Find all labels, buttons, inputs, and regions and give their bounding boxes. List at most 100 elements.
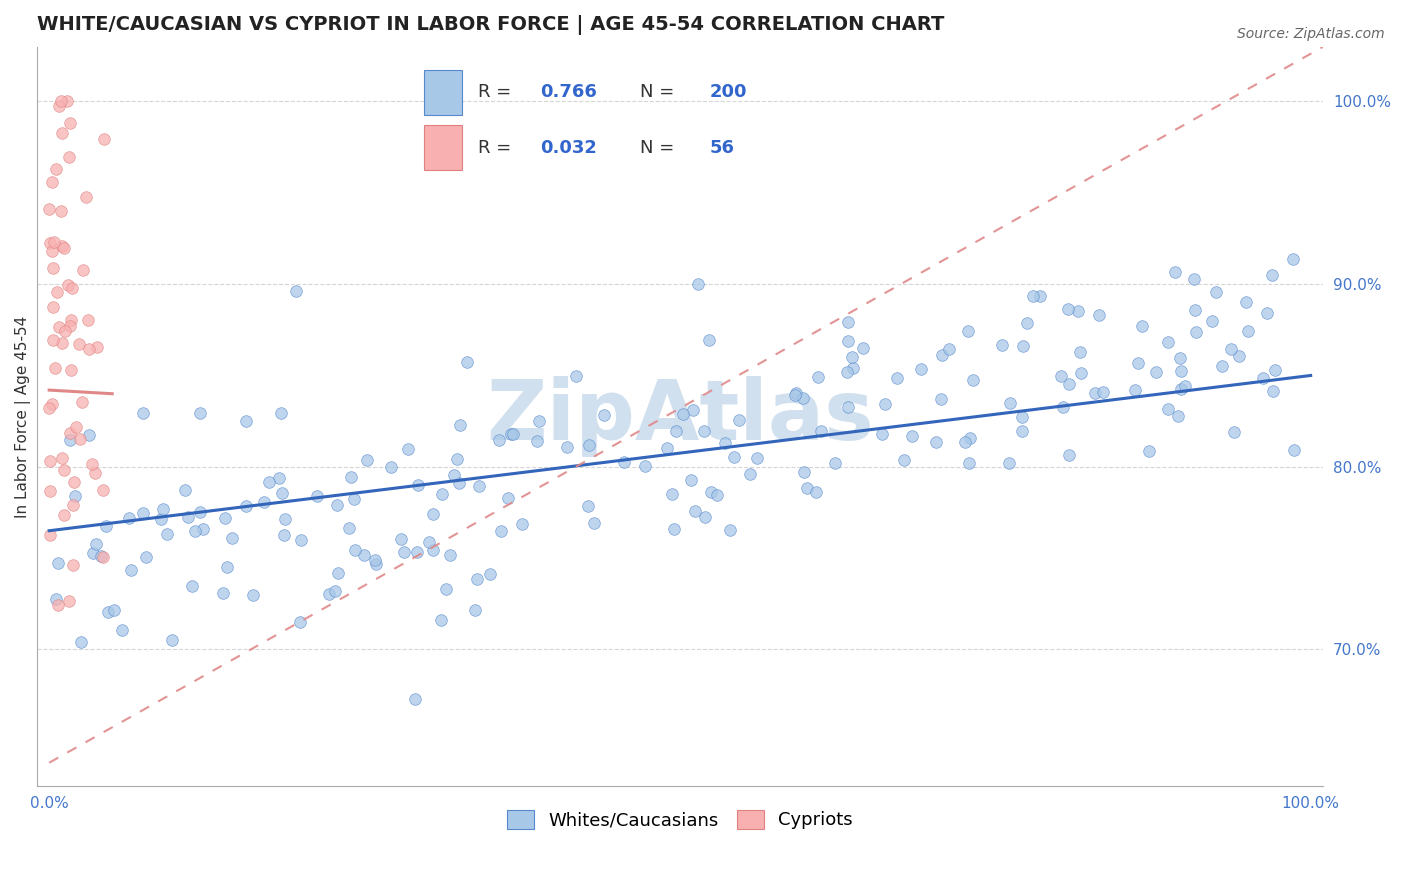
- Point: [398, 442, 420, 456]
- Point: [221, 531, 243, 545]
- Point: [938, 342, 960, 356]
- Point: [959, 431, 981, 445]
- Point: [578, 438, 600, 452]
- Point: [46, 556, 69, 570]
- Point: [405, 544, 427, 558]
- Point: [837, 400, 859, 414]
- Point: [456, 355, 478, 369]
- Point: [63, 475, 86, 489]
- Point: [58, 150, 80, 164]
- Point: [72, 262, 94, 277]
- Point: [873, 397, 896, 411]
- Point: [190, 406, 212, 420]
- Point: [364, 557, 387, 571]
- Point: [181, 578, 204, 592]
- Point: [446, 451, 468, 466]
- Text: ZipAtlas: ZipAtlas: [486, 376, 875, 457]
- Point: [695, 510, 717, 524]
- Point: [1205, 285, 1227, 300]
- Point: [343, 492, 366, 507]
- Point: [97, 606, 120, 620]
- Point: [842, 361, 865, 376]
- Point: [785, 385, 807, 400]
- Point: [488, 434, 510, 448]
- Point: [1070, 366, 1092, 380]
- Point: [496, 491, 519, 505]
- Point: [51, 450, 73, 465]
- Point: [804, 485, 827, 500]
- Point: [991, 337, 1014, 351]
- Point: [956, 325, 979, 339]
- Point: [925, 435, 948, 450]
- Point: [404, 692, 426, 706]
- Point: [449, 418, 471, 433]
- Point: [38, 528, 60, 542]
- Point: [478, 566, 501, 581]
- Point: [706, 488, 728, 502]
- Point: [793, 466, 815, 480]
- Point: [62, 558, 84, 572]
- Point: [45, 161, 67, 176]
- Point: [353, 548, 375, 562]
- Point: [111, 623, 134, 637]
- Point: [679, 473, 702, 487]
- Point: [796, 481, 818, 495]
- Point: [1050, 368, 1073, 383]
- Point: [273, 512, 295, 526]
- Point: [389, 532, 412, 546]
- Point: [430, 614, 453, 628]
- Point: [48, 319, 70, 334]
- Point: [1164, 264, 1187, 278]
- Point: [1234, 295, 1257, 310]
- Point: [738, 467, 761, 481]
- Point: [44, 360, 66, 375]
- Point: [162, 633, 184, 648]
- Legend: Whites/Caucasians, Cypriots: Whites/Caucasians, Cypriots: [499, 803, 860, 837]
- Point: [211, 586, 233, 600]
- Point: [491, 524, 513, 538]
- Point: [841, 351, 863, 365]
- Point: [235, 499, 257, 513]
- Point: [343, 542, 366, 557]
- Point: [103, 602, 125, 616]
- Point: [1144, 365, 1167, 379]
- Point: [326, 566, 349, 581]
- Point: [188, 505, 211, 519]
- Point: [852, 341, 875, 355]
- Point: [325, 498, 347, 512]
- Point: [318, 587, 340, 601]
- Point: [76, 313, 98, 327]
- Point: [340, 470, 363, 484]
- Point: [1282, 443, 1305, 458]
- Point: [893, 453, 915, 467]
- Point: [70, 635, 93, 649]
- Point: [93, 132, 115, 146]
- Point: [432, 487, 454, 501]
- Point: [337, 521, 360, 535]
- Point: [69, 432, 91, 446]
- Point: [55, 95, 77, 109]
- Point: [235, 414, 257, 428]
- Point: [1130, 318, 1153, 333]
- Point: [465, 572, 488, 586]
- Point: [953, 435, 976, 450]
- Point: [39, 484, 62, 499]
- Point: [886, 371, 908, 385]
- Point: [1056, 301, 1078, 316]
- Point: [824, 456, 846, 470]
- Point: [59, 312, 82, 326]
- Point: [655, 441, 678, 455]
- Text: WHITE/CAUCASIAN VS CYPRIOT IN LABOR FORCE | AGE 45-54 CORRELATION CHART: WHITE/CAUCASIAN VS CYPRIOT IN LABOR FORC…: [37, 15, 943, 35]
- Point: [72, 395, 94, 409]
- Point: [38, 202, 60, 216]
- Point: [1281, 252, 1303, 267]
- Point: [51, 239, 73, 253]
- Point: [1011, 409, 1033, 424]
- Point: [1126, 356, 1149, 370]
- Point: [38, 401, 60, 415]
- Point: [810, 424, 832, 438]
- Point: [613, 455, 636, 469]
- Point: [564, 368, 586, 383]
- Point: [49, 203, 72, 218]
- Point: [1067, 304, 1090, 318]
